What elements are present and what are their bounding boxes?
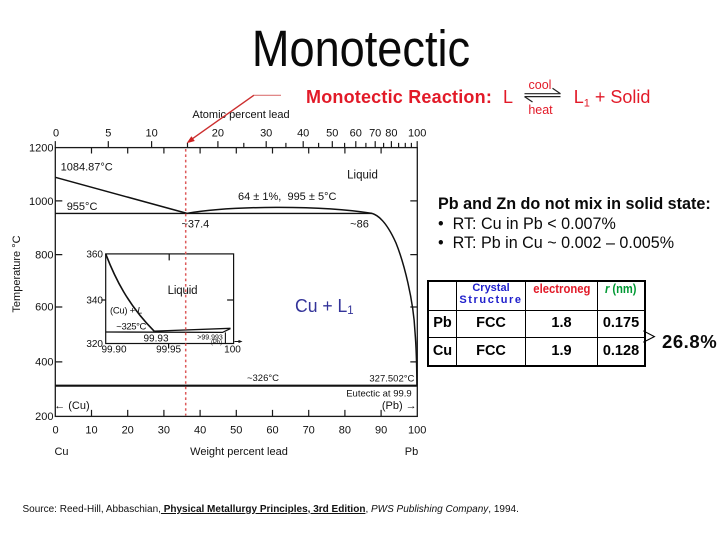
svg-text:60: 60 [350,128,362,140]
svg-text:1000: 1000 [29,196,53,208]
svg-text:~86: ~86 [350,219,369,231]
svg-text:400: 400 [35,357,53,369]
svg-text:30: 30 [158,425,170,437]
svg-text:100: 100 [224,345,241,356]
svg-text:0: 0 [53,128,59,140]
svg-text:10: 10 [145,128,157,140]
svg-text:200: 200 [35,411,53,423]
svg-text:80: 80 [385,128,397,140]
svg-text:100: 100 [408,425,426,437]
svg-text:20: 20 [212,128,224,140]
svg-text:99.90: 99.90 [101,345,126,356]
svg-text:340: 340 [86,296,103,307]
svg-text:600: 600 [35,302,53,314]
svg-text:~326°C: ~326°C [247,373,279,384]
svg-text:100: 100 [408,128,426,140]
svg-text:Temperature °C: Temperature °C [11,235,23,312]
svg-text:320: 320 [86,339,103,350]
svg-text:70: 70 [303,425,315,437]
svg-text:Pb: Pb [405,446,418,458]
svg-text:64 ± 1%, 995 ± 5°C: 64 ± 1%, 995 ± 5°C [238,191,336,203]
svg-text:70: 70 [369,128,381,140]
svg-text:Atomic percent lead: Atomic percent lead [192,109,289,121]
svg-text:Liquid: Liquid [168,285,198,297]
svg-text:~37.4: ~37.4 [181,219,209,231]
svg-text:Liquid: Liquid [347,169,378,181]
svg-text:800: 800 [35,249,53,261]
svg-text:60: 60 [266,425,278,437]
svg-text:40: 40 [297,128,309,140]
svg-text:0: 0 [53,425,59,437]
svg-text:30: 30 [260,128,272,140]
svg-text:← (Cu): ← (Cu) [54,400,89,412]
svg-text:1200: 1200 [29,143,53,155]
svg-text:~325°C: ~325°C [116,321,146,332]
svg-text:50: 50 [326,128,338,140]
svg-text:20: 20 [122,425,134,437]
svg-text:50: 50 [230,425,242,437]
svg-text:99.93: 99.93 [143,334,168,345]
svg-text:80: 80 [339,425,351,437]
svg-text:(Cu) + L: (Cu) + L [110,306,142,317]
svg-text:360: 360 [86,250,103,261]
svg-text:>99.993: >99.993 [197,335,223,342]
svg-text:Eutectic at 99.9: Eutectic at 99.9 [346,389,411,400]
svg-text:1084.87°C: 1084.87°C [61,161,113,173]
svg-text:955°C: 955°C [67,201,98,213]
svg-text:5: 5 [105,128,111,140]
svg-text:40: 40 [194,425,206,437]
svg-text:90: 90 [375,425,387,437]
svg-text:327.502°C: 327.502°C [369,374,414,385]
svg-text:99.95: 99.95 [156,345,181,356]
svg-text:Weight percent lead: Weight percent lead [190,446,288,458]
svg-text:10: 10 [85,425,97,437]
svg-text:(Pb): (Pb) [211,340,222,346]
svg-text:Cu: Cu [54,446,68,458]
svg-text:(Pb) →: (Pb) → [382,400,417,412]
